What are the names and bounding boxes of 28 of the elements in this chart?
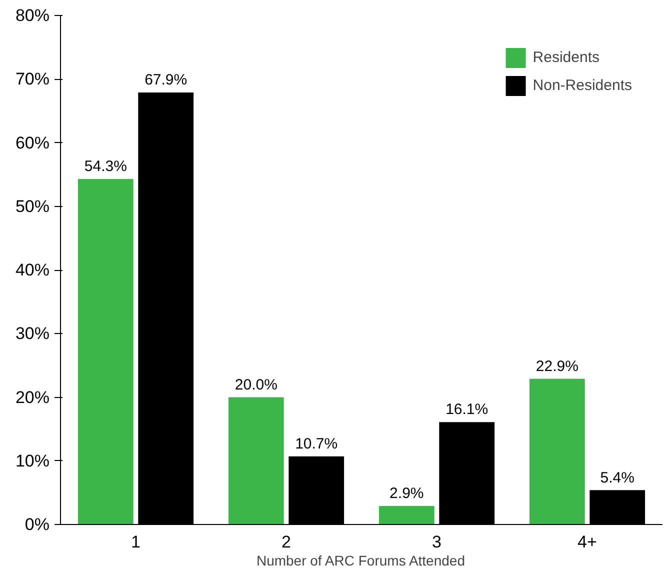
y-tick-label: 60% [15,133,50,152]
data-label: 67.9% [144,72,188,89]
y-tick-label: 10% [15,451,50,470]
x-tick-label: 4+ [578,532,598,552]
x-axis-title: Number of ARC Forums Attended [256,552,466,568]
y-tick-label: 0% [24,515,50,534]
data-label: 16.1% [446,401,488,418]
data-label: 10.7% [295,436,338,453]
bar [378,506,434,524]
y-tick-label: 70% [15,70,50,89]
y-tick-label: 20% [15,388,50,407]
legend-label: Residents [532,49,600,66]
data-label: 5.4% [600,469,634,486]
x-tick-label: 1 [131,532,140,552]
y-tick-label: 80% [15,6,50,25]
x-tick-label: 2 [282,532,291,552]
bar [228,397,284,524]
data-label: 2.9% [390,485,424,502]
data-label: 54.3% [84,158,127,176]
data-label: 22.9% [536,358,578,375]
y-tick-label: 50% [15,196,50,216]
data-label: 20.0% [234,376,278,394]
bar [78,179,134,524]
y-tick-label: 40% [15,260,50,280]
bar [529,378,585,524]
x-tick-label: 3 [432,532,442,552]
y-tick-label: 30% [15,324,50,344]
legend-label: Non-Residents [532,77,632,94]
